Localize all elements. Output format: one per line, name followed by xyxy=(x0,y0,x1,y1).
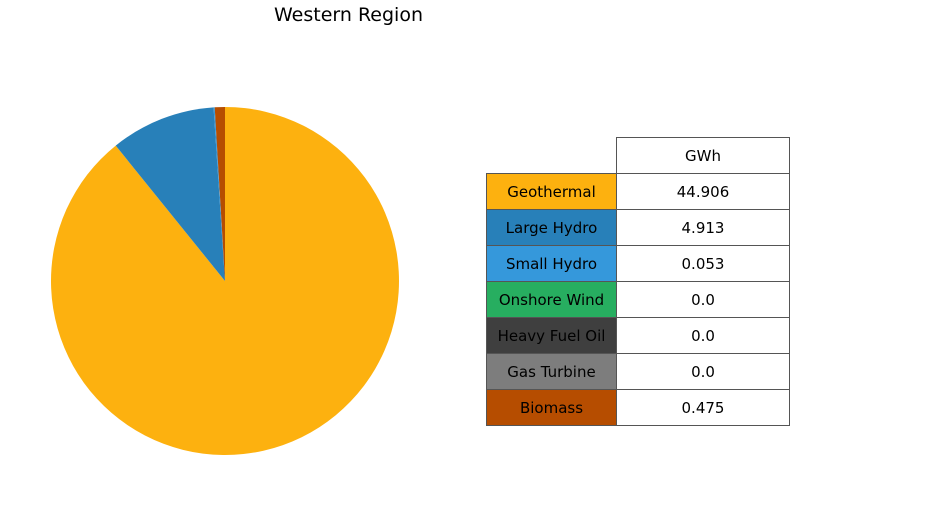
pie-slice-biomass xyxy=(214,107,225,281)
legend-label: Large Hydro xyxy=(486,209,617,246)
table-row: Onshore Wind 0.0 xyxy=(486,281,790,318)
table-header-cell: GWh xyxy=(616,137,790,174)
legend-label: Gas Turbine xyxy=(486,353,617,390)
pie-slice-geothermal xyxy=(50,107,399,456)
table-row: Geothermal 44.906 xyxy=(486,173,790,210)
table-header-row: GWh xyxy=(487,137,790,174)
legend-value: 0.0 xyxy=(616,281,790,318)
table-row: Gas Turbine 0.0 xyxy=(486,353,790,390)
legend-label: Onshore Wind xyxy=(486,281,617,318)
legend-value: 0.0 xyxy=(616,353,790,390)
legend-value: 0.053 xyxy=(616,245,790,282)
legend-label: Biomass xyxy=(486,389,617,426)
legend-label: Small Hydro xyxy=(486,245,617,282)
legend-value: 44.906 xyxy=(616,173,790,210)
pie-slice-large-hydro xyxy=(115,107,225,281)
legend-label: Heavy Fuel Oil xyxy=(486,317,617,354)
legend-table: GWh Geothermal 44.906 Large Hydro 4.913 Smal… xyxy=(486,137,790,426)
table-row: Small Hydro 0.053 xyxy=(486,245,790,282)
legend-value: 0.475 xyxy=(616,389,790,426)
pie-slice-small-hydro xyxy=(213,107,225,281)
chart-title: Western Region xyxy=(273,4,423,26)
legend-value: 0.0 xyxy=(616,317,790,354)
table-row: Heavy Fuel Oil 0.0 xyxy=(486,317,790,354)
legend-label: Geothermal xyxy=(486,173,617,210)
table-row: Large Hydro 4.913 xyxy=(486,209,790,246)
table-corner-cell xyxy=(487,138,617,174)
legend-value: 4.913 xyxy=(616,209,790,246)
table-row: Biomass 0.475 xyxy=(486,389,790,426)
